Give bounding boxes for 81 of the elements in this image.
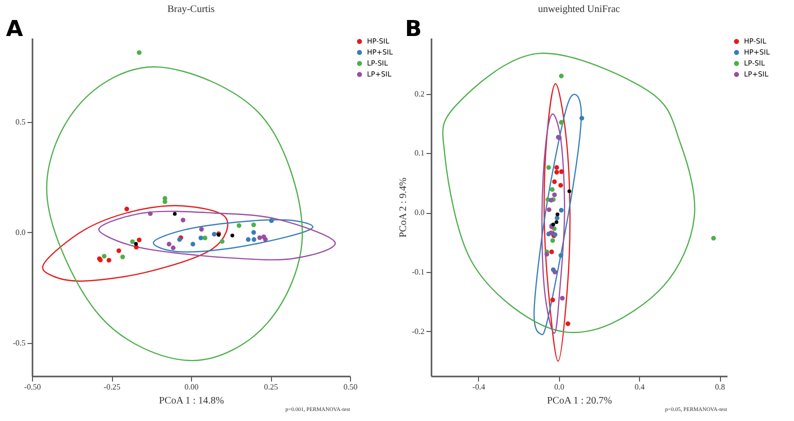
point <box>130 239 135 244</box>
point <box>579 116 584 121</box>
point <box>148 211 153 216</box>
point <box>546 207 552 212</box>
y-tick-label: 0.0 <box>16 228 26 237</box>
point <box>552 192 557 198</box>
x-tick-label: 0.25 <box>264 382 278 392</box>
x-tick-label: 0.0 <box>554 382 564 392</box>
text: B <box>405 17 422 42</box>
x-axis-title: PCoA 1 : 20.7% <box>546 396 612 406</box>
x-tick-label: 0.4 <box>634 382 645 392</box>
point <box>212 232 217 237</box>
point <box>549 250 554 254</box>
point <box>124 206 130 212</box>
point <box>166 242 172 246</box>
point <box>546 165 551 170</box>
point <box>556 212 560 216</box>
point <box>550 298 556 302</box>
point <box>559 169 564 174</box>
point <box>198 236 204 240</box>
point <box>170 246 176 250</box>
point <box>251 222 256 228</box>
point <box>566 321 570 326</box>
point <box>263 237 268 242</box>
point <box>106 258 112 263</box>
y-tick-label: -0.1 <box>412 268 424 277</box>
x-tick-label: -0.50 <box>24 382 41 392</box>
point <box>220 239 225 244</box>
y-tick-label: -0.5 <box>12 338 26 348</box>
x-tick-label: 0.8 <box>715 382 726 392</box>
point <box>134 244 139 250</box>
y-tick-label: 0.1 <box>414 148 424 158</box>
x-tick-label: 0.50 <box>344 382 358 392</box>
point <box>558 120 564 125</box>
x-tick-label: -0.25 <box>104 382 120 392</box>
point <box>251 230 256 235</box>
point <box>554 220 558 224</box>
point <box>120 254 125 260</box>
point <box>550 187 555 192</box>
point <box>199 226 204 232</box>
point <box>172 212 177 216</box>
point <box>180 218 186 222</box>
chart-title: unweighted UniFrac <box>538 4 621 15</box>
point <box>246 237 251 242</box>
y-tick-label: -0.2 <box>412 326 424 336</box>
x-axis-title: PCoA 1 : 14.8% <box>158 396 224 406</box>
point <box>552 270 558 274</box>
point <box>560 296 565 301</box>
y-tick-label: 0.2 <box>414 89 424 98</box>
point <box>236 223 242 228</box>
y-axis-title: PCoA 2 : 9.4% <box>398 177 409 238</box>
x-tick-label: -0.4 <box>472 382 486 392</box>
chart-title: Bray-Curtis <box>167 4 215 15</box>
point <box>102 254 107 259</box>
point <box>554 165 560 170</box>
text: A <box>6 17 24 42</box>
point <box>136 238 142 242</box>
point <box>134 242 138 246</box>
point <box>544 252 550 257</box>
point <box>552 179 557 184</box>
point <box>202 236 208 240</box>
point <box>550 238 556 243</box>
point <box>558 74 564 78</box>
point <box>558 208 564 213</box>
point <box>554 170 560 175</box>
point <box>269 218 274 224</box>
y-tick-label: 0.0 <box>414 208 424 218</box>
point <box>230 234 234 238</box>
point <box>257 235 262 240</box>
point <box>567 189 572 194</box>
y-tick-label: 0.5 <box>16 117 26 126</box>
point <box>252 237 256 242</box>
x-tick-label: 0.00 <box>184 382 198 392</box>
point <box>711 236 716 241</box>
point <box>558 253 564 258</box>
point <box>136 50 142 55</box>
point <box>116 248 122 254</box>
point <box>548 198 554 203</box>
point <box>190 242 196 246</box>
point <box>558 182 564 188</box>
point <box>554 216 560 220</box>
